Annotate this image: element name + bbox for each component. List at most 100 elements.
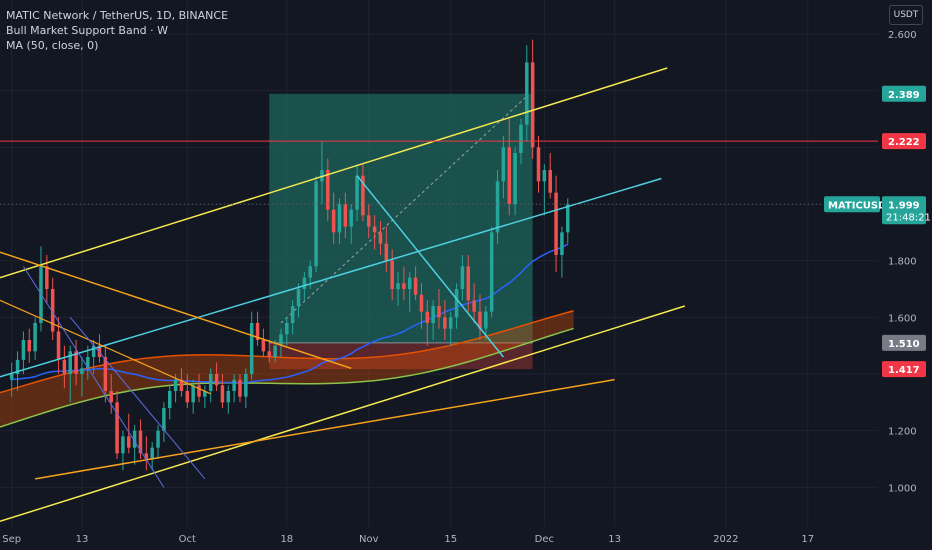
- candle[interactable]: [454, 283, 459, 329]
- candle[interactable]: [466, 255, 471, 312]
- candle[interactable]: [162, 402, 166, 442]
- candle[interactable]: [138, 419, 143, 459]
- price-axis[interactable]: 1.000 1.200 1.600 1.800 2.600: [888, 30, 917, 494]
- candle[interactable]: [255, 311, 260, 346]
- candle[interactable]: [513, 147, 517, 216]
- candle[interactable]: [27, 328, 32, 363]
- candle[interactable]: [97, 334, 102, 363]
- candle[interactable]: [320, 141, 324, 204]
- candle[interactable]: [478, 294, 482, 340]
- candle[interactable]: [361, 164, 365, 221]
- candle[interactable]: [425, 300, 430, 346]
- candle[interactable]: [367, 204, 371, 238]
- candle-body: [45, 266, 49, 289]
- candle[interactable]: [109, 374, 113, 414]
- candle[interactable]: [396, 272, 400, 306]
- candle-body: [156, 430, 160, 448]
- candle[interactable]: [150, 442, 154, 471]
- candle[interactable]: [530, 39, 535, 159]
- candle[interactable]: [501, 136, 506, 199]
- candle-body: [484, 311, 488, 329]
- candle[interactable]: [103, 345, 108, 403]
- candle[interactable]: [80, 357, 84, 397]
- candle[interactable]: [331, 192, 336, 244]
- candle[interactable]: [50, 277, 55, 340]
- candle[interactable]: [220, 374, 225, 408]
- candle[interactable]: [203, 385, 207, 408]
- candle[interactable]: [419, 283, 424, 329]
- indicator-label-ma[interactable]: MA (50, close, 0): [6, 39, 99, 52]
- candle[interactable]: [279, 328, 283, 357]
- candle[interactable]: [115, 391, 119, 459]
- candle[interactable]: [249, 311, 254, 380]
- time-axis[interactable]: Sep 13 Oct 18 Nov 15 Dec 13 2022 17: [2, 534, 814, 545]
- candle[interactable]: [443, 300, 447, 340]
- candle[interactable]: [314, 175, 318, 272]
- candle[interactable]: [384, 226, 389, 272]
- candle[interactable]: [326, 158, 330, 221]
- candle[interactable]: [267, 340, 272, 363]
- candle[interactable]: [232, 374, 236, 403]
- candle[interactable]: [296, 283, 301, 318]
- candle[interactable]: [9, 362, 14, 397]
- candle[interactable]: [349, 204, 353, 244]
- candle[interactable]: [132, 425, 137, 465]
- candle[interactable]: [407, 272, 412, 312]
- candle[interactable]: [33, 317, 37, 360]
- orange-upper-line: [0, 251, 352, 370]
- candle[interactable]: [472, 283, 476, 323]
- candle[interactable]: [62, 345, 67, 389]
- candle[interactable]: [489, 226, 494, 318]
- candle[interactable]: [560, 226, 564, 278]
- candle[interactable]: [74, 340, 78, 386]
- candle[interactable]: [372, 215, 377, 250]
- candle[interactable]: [413, 266, 418, 301]
- candle[interactable]: [191, 379, 195, 414]
- candle[interactable]: [437, 289, 441, 329]
- candle[interactable]: [495, 170, 500, 244]
- candle[interactable]: [378, 221, 383, 255]
- candle[interactable]: [86, 345, 90, 380]
- candle[interactable]: [431, 300, 435, 340]
- candle[interactable]: [214, 362, 219, 391]
- candle[interactable]: [448, 311, 453, 346]
- symbol-title[interactable]: MATIC Network / TetherUS, 1D, BINANCE: [6, 9, 229, 22]
- candle[interactable]: [507, 119, 511, 216]
- candle[interactable]: [536, 136, 541, 193]
- candle[interactable]: [244, 368, 248, 408]
- channel-upper-line: [0, 67, 668, 279]
- price-tick-label: 1.800: [888, 257, 917, 268]
- candle[interactable]: [127, 413, 131, 454]
- candle[interactable]: [402, 266, 406, 301]
- candle[interactable]: [167, 385, 172, 420]
- candle[interactable]: [390, 249, 394, 301]
- candle[interactable]: [179, 368, 184, 397]
- candle[interactable]: [261, 328, 266, 357]
- candle[interactable]: [525, 45, 529, 142]
- candle-body: [425, 311, 430, 323]
- candle[interactable]: [548, 153, 552, 199]
- candle[interactable]: [226, 385, 231, 414]
- candle[interactable]: [343, 192, 348, 238]
- indicator-label-band[interactable]: Bull Market Support Band · W: [6, 24, 169, 37]
- candle[interactable]: [144, 436, 149, 471]
- candle[interactable]: [185, 374, 190, 408]
- candle[interactable]: [290, 300, 295, 335]
- bull-market-support-band: [0, 310, 574, 428]
- candle[interactable]: [208, 368, 213, 403]
- candle[interactable]: [460, 255, 465, 301]
- price-tag-value: 2.389: [888, 90, 920, 101]
- currency-button[interactable]: USDT: [889, 5, 923, 25]
- candle[interactable]: [542, 164, 547, 216]
- candle[interactable]: [337, 198, 342, 244]
- candle[interactable]: [238, 374, 242, 403]
- candle[interactable]: [519, 119, 523, 165]
- price-tick-label: 1.000: [888, 483, 917, 494]
- candle[interactable]: [21, 331, 26, 375]
- candle[interactable]: [285, 317, 289, 346]
- candle[interactable]: [355, 164, 359, 221]
- candle[interactable]: [554, 175, 558, 272]
- candle[interactable]: [566, 198, 570, 244]
- candle[interactable]: [156, 425, 160, 459]
